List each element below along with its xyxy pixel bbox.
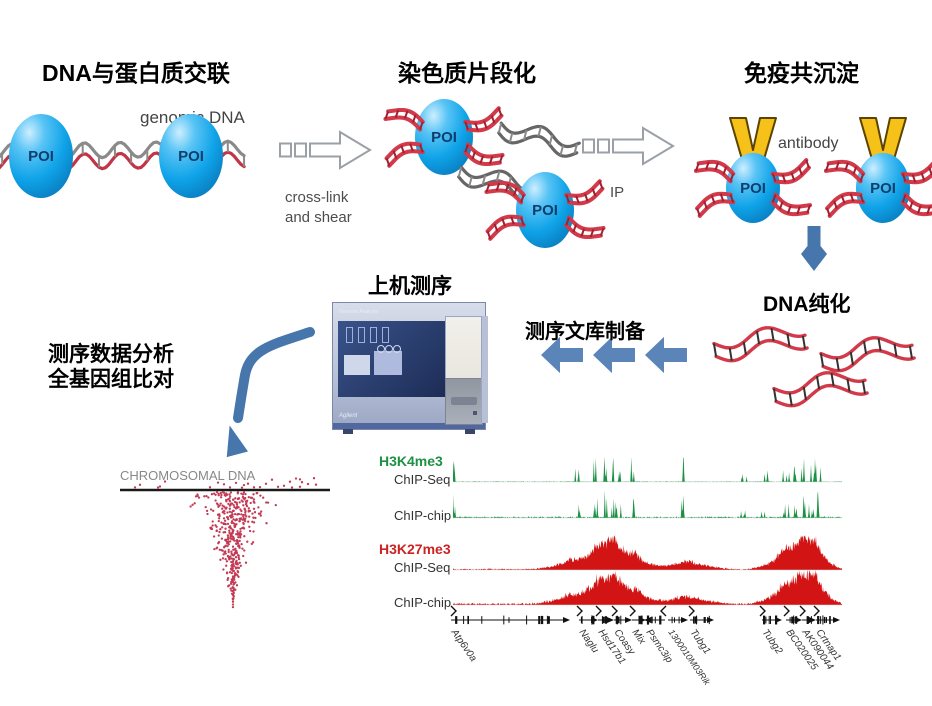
svg-text:IP: IP	[610, 184, 624, 201]
svg-text:POI: POI	[178, 148, 204, 165]
svg-text:POI: POI	[28, 148, 54, 165]
svg-text:POI: POI	[870, 180, 896, 197]
svg-text:POI: POI	[740, 180, 766, 197]
svg-text:and shear: and shear	[285, 209, 352, 226]
svg-text:Atp6v0a: Atp6v0a	[448, 627, 479, 665]
svg-text:cross-link: cross-link	[285, 189, 349, 206]
svg-text:Tubg2: Tubg2	[760, 627, 785, 656]
svg-text:antibody: antibody	[778, 135, 839, 152]
svg-text:POI: POI	[431, 129, 457, 146]
svg-text:CHROMOSOMAL DNA: CHROMOSOMAL DNA	[120, 468, 256, 483]
svg-text:POI: POI	[532, 202, 558, 219]
